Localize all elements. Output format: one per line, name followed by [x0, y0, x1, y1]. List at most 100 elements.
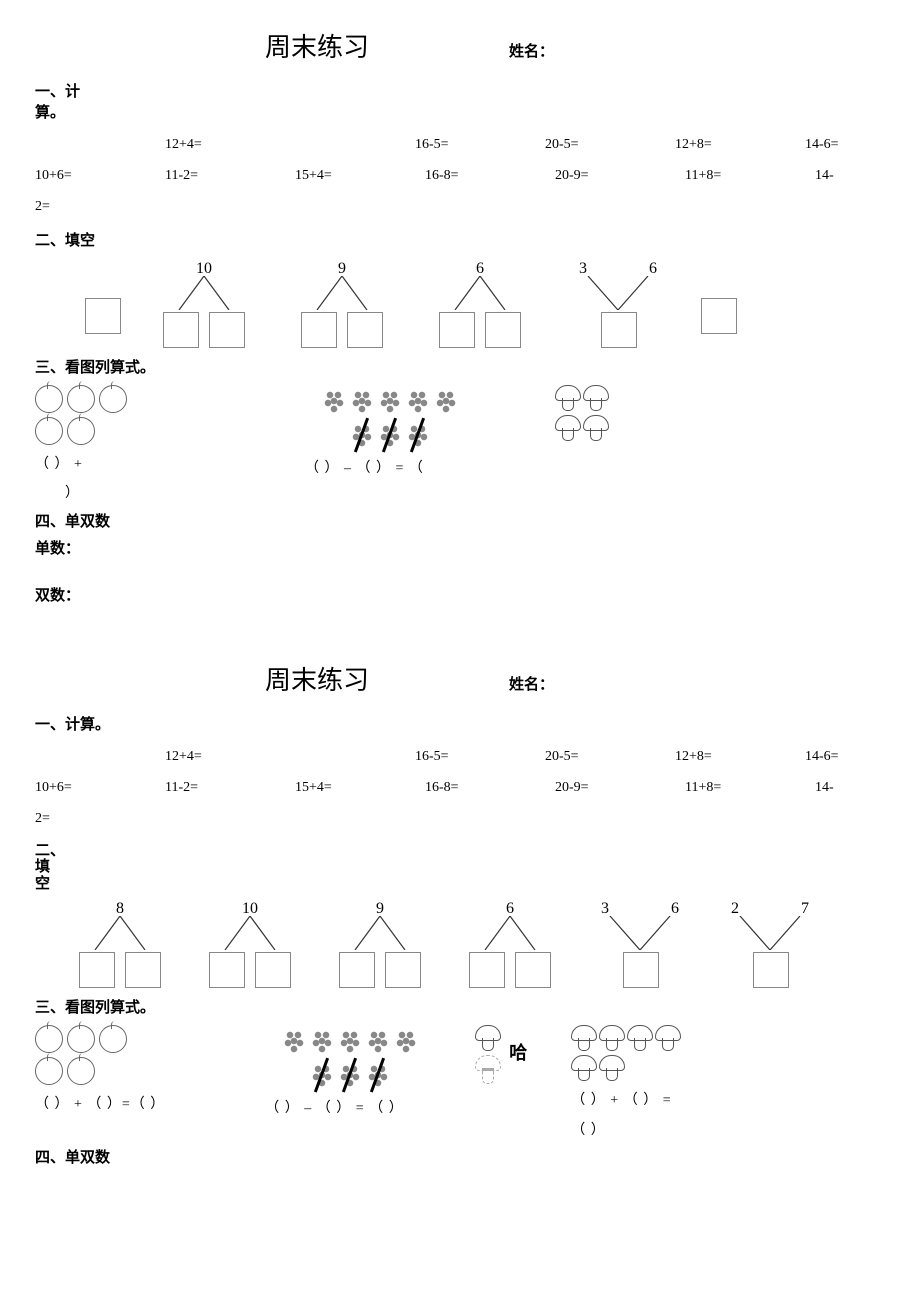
- mushroom-icon: [655, 1025, 679, 1051]
- answer-box: [209, 952, 245, 988]
- apple-icon: [35, 1057, 63, 1085]
- apple-icon: [35, 417, 63, 445]
- calc-cell: 2=: [35, 192, 50, 223]
- mushroom-icon: [555, 415, 579, 441]
- number-bond: 36: [563, 258, 673, 348]
- pic-group-grapes: （ ） – （ ） = （ ）: [265, 1025, 435, 1119]
- section-3b-heading: 三、看图列算式。: [35, 998, 885, 1019]
- equation: （ ） – （ ） = （ ）: [265, 1099, 403, 1119]
- calc-cell: 14-: [815, 161, 885, 192]
- calc-cell: 16-8=: [425, 773, 555, 804]
- answer-box: [85, 298, 121, 334]
- calc-cell: 16-8=: [425, 161, 555, 192]
- answer-box: [347, 312, 383, 348]
- calc-cell: 11+8=: [685, 161, 815, 192]
- section-3-heading: 三、看图列算式。: [35, 358, 885, 379]
- equation: （ ） + （ ）=（ ）: [35, 1095, 165, 1115]
- section-1-heading: 一、计算。: [35, 82, 95, 124]
- equation: （ ） + （ ） =: [571, 1091, 671, 1111]
- pic-group-mushrooms: [555, 385, 625, 441]
- name-label: 姓名：: [509, 675, 554, 696]
- calc-cell: 10+6=: [35, 161, 165, 192]
- section-2-heading: 二、填空: [35, 231, 885, 252]
- calc-cell: 10+6=: [35, 773, 165, 804]
- answer-box: [601, 312, 637, 348]
- number-bond: 6: [455, 898, 565, 988]
- apple-icon: [67, 385, 95, 413]
- number-bond: 8: [65, 898, 175, 988]
- apple-icon: [67, 1025, 95, 1053]
- equation: （ ）: [571, 1121, 606, 1141]
- grape-icon: [366, 1025, 390, 1055]
- grape-icon: [322, 385, 346, 415]
- answer-box: [515, 952, 551, 988]
- number-bond: 10: [195, 898, 305, 988]
- section-4-heading: 四、单双数: [35, 512, 885, 533]
- calc-cell: 16-5=: [415, 742, 545, 773]
- answer-box: [301, 312, 337, 348]
- equation: （ ） – （ ） = （: [305, 459, 424, 479]
- number-bond: 27: [715, 898, 825, 988]
- answer-box: [79, 952, 115, 988]
- mushroom-icon: [571, 1055, 595, 1081]
- number-bond: 6: [425, 258, 535, 348]
- mushroom-icon: [571, 1025, 595, 1051]
- grape-icon: [406, 419, 430, 449]
- page-title: 周末练习: [265, 30, 369, 66]
- mushroom-icon: [475, 1055, 499, 1081]
- grape-icon: [434, 385, 458, 415]
- calc-cell: 20-9=: [555, 161, 685, 192]
- calc-cell: 12+8=: [675, 742, 805, 773]
- number-bond-row-2: 810963627: [65, 898, 885, 988]
- calc-cell: 2=: [35, 804, 50, 835]
- answer-box: [469, 952, 505, 988]
- answer-box: [255, 952, 291, 988]
- answer-box: [385, 952, 421, 988]
- even-label: 双数：: [35, 586, 885, 607]
- equation: （ ） +: [35, 455, 83, 475]
- grape-icon: [406, 385, 430, 415]
- answer-box: [439, 312, 475, 348]
- calc-cell: 15+4=: [295, 161, 425, 192]
- number-bond: 10: [149, 258, 259, 348]
- grape-icon: [282, 1025, 306, 1055]
- mushroom-icon: [475, 1025, 499, 1051]
- section-4b-heading: 四、单双数: [35, 1148, 885, 1169]
- calc-cell: 11-2=: [165, 161, 295, 192]
- bond-lines-icon: [455, 916, 565, 950]
- answer-box: [701, 298, 737, 334]
- picture-problem-row-1: （ ） + ） （ ） – （ ） = （: [35, 385, 885, 504]
- name-label: 姓名：: [509, 42, 554, 63]
- calc-cell: 16-5=: [415, 130, 545, 161]
- number-bond: 36: [585, 898, 695, 988]
- bond-lines-icon: [563, 276, 673, 310]
- calc-cell: 12+4=: [165, 742, 415, 773]
- pic-group-mushrooms-2: （ ） + （ ） = （ ）: [571, 1025, 681, 1140]
- calc-cell: 12+8=: [675, 130, 805, 161]
- grape-icon: [366, 1059, 390, 1089]
- calc-cell: 14-: [815, 773, 885, 804]
- grape-icon: [350, 419, 374, 449]
- pic-group-mush-ha: 哈: [475, 1025, 531, 1081]
- number-bond: 9: [287, 258, 397, 348]
- apple-icon: [67, 417, 95, 445]
- page-title: 周末练习: [265, 663, 369, 699]
- bond-lines-icon: [195, 916, 305, 950]
- mushroom-icon: [599, 1025, 623, 1051]
- pic-group-apples: （ ） + （ ）=（ ）: [35, 1025, 165, 1115]
- mushroom-icon: [555, 385, 579, 411]
- calc-cell: 12+4=: [165, 130, 415, 161]
- calc-cell: 20-5=: [545, 130, 675, 161]
- grape-icon: [310, 1059, 334, 1089]
- calc-grid-1: 12+4= 16-5= 20-5= 12+8= 14-6= 10+6= 11-2…: [35, 130, 885, 222]
- answer-box: [339, 952, 375, 988]
- pic-group-grapes: （ ） – （ ） = （: [305, 385, 475, 479]
- calc-cell: 14-6=: [805, 742, 875, 773]
- grape-icon: [378, 385, 402, 415]
- answer-box: [753, 952, 789, 988]
- calc-cell: 20-5=: [545, 742, 675, 773]
- ha-text: 哈: [509, 1041, 527, 1066]
- answer-box: [125, 952, 161, 988]
- mushroom-icon: [599, 1055, 623, 1081]
- answer-box: [209, 312, 245, 348]
